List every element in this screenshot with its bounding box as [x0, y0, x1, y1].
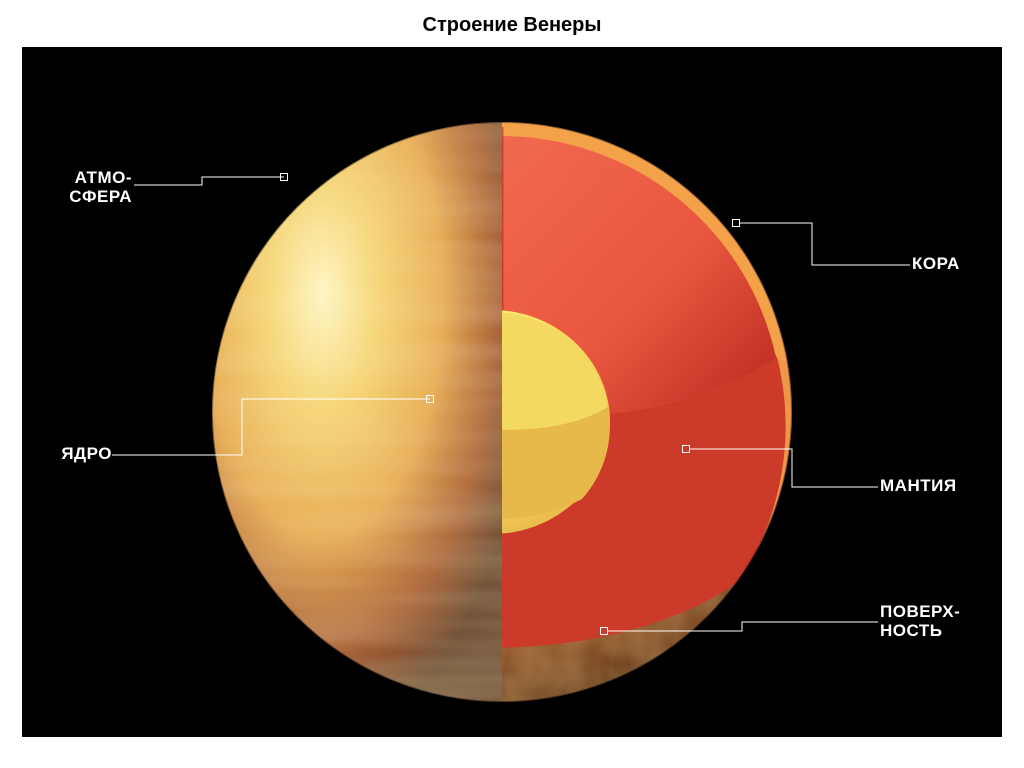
label-crust-text: КОРА: [912, 254, 960, 273]
label-core-text: ЯДРО: [61, 444, 112, 463]
label-atmosphere-line1: АТМО-: [75, 168, 132, 187]
label-mantle-text: МАНТИЯ: [880, 476, 957, 495]
label-core: ЯДРО: [52, 445, 112, 464]
page-title: Строение Венеры: [0, 0, 1024, 47]
label-crust: КОРА: [912, 255, 982, 274]
marker-atmosphere: [280, 173, 288, 181]
planet-svg: [22, 47, 1002, 737]
marker-surface: [600, 627, 608, 635]
label-surface-line1: ПОВЕРХ-: [880, 602, 960, 621]
label-atmosphere: АТМО- СФЕРА: [52, 169, 132, 206]
marker-crust: [732, 219, 740, 227]
marker-mantle: [682, 445, 690, 453]
label-mantle: МАНТИЯ: [880, 477, 980, 496]
label-surface-line2: НОСТЬ: [880, 621, 942, 640]
diagram-stage: АТМО- СФЕРА ЯДРО КОРА МАНТИЯ ПОВЕРХ- НОС…: [22, 47, 1002, 737]
label-surface: ПОВЕРХ- НОСТЬ: [880, 603, 990, 640]
marker-core: [426, 395, 434, 403]
label-atmosphere-line2: СФЕРА: [69, 187, 132, 206]
